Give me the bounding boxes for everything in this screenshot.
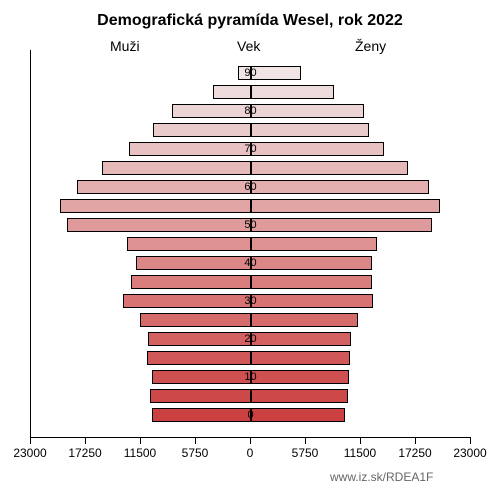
bar-male (67, 218, 251, 232)
x-tick-label: 5750 (280, 446, 330, 460)
bar-female (251, 237, 377, 251)
x-tick (360, 438, 361, 444)
bar-female (251, 123, 369, 137)
x-tick (470, 438, 471, 444)
bar-male (148, 332, 251, 346)
chart-container: Demografická pyramída Wesel, rok 2022 Mu… (0, 0, 500, 500)
bar-female (251, 370, 349, 384)
bar-male (147, 351, 251, 365)
bar-female (251, 408, 345, 422)
bar-female (251, 275, 372, 289)
bar-female (251, 199, 440, 213)
x-tick (195, 438, 196, 444)
plot-area: 0 10 20 30 40 50 60 70 80 90 (30, 50, 470, 438)
x-tick (250, 438, 251, 444)
x-tick (30, 438, 31, 444)
bar-male (123, 294, 251, 308)
bar-male (150, 389, 251, 403)
bar-female (251, 161, 408, 175)
bar-male (140, 313, 251, 327)
age-label: 90 (239, 67, 263, 79)
source-url: www.iz.sk/RDEA1F (330, 470, 433, 484)
bar-male (136, 256, 251, 270)
x-tick-label: 11500 (335, 446, 385, 460)
bar-male (77, 180, 251, 194)
bar-male (60, 199, 251, 213)
age-label: 40 (239, 257, 263, 269)
age-label: 50 (239, 219, 263, 231)
bar-female (251, 389, 348, 403)
bar-female (251, 85, 334, 99)
bar-male (213, 85, 251, 99)
bar-female (251, 313, 358, 327)
bar-female (251, 351, 350, 365)
age-label: 60 (239, 181, 263, 193)
x-tick (305, 438, 306, 444)
bar-male (131, 275, 251, 289)
x-tick-label: 5750 (170, 446, 220, 460)
bar-female (251, 142, 384, 156)
bar-female (251, 180, 429, 194)
age-label: 70 (239, 143, 263, 155)
bar-female (251, 256, 372, 270)
x-tick-label: 23000 (445, 446, 495, 460)
bar-male (152, 370, 251, 384)
x-tick (415, 438, 416, 444)
bar-male (102, 161, 251, 175)
age-label: 30 (239, 295, 263, 307)
age-label: 20 (239, 333, 263, 345)
bar-female (251, 218, 432, 232)
x-tick-label: 11500 (115, 446, 165, 460)
x-tick-label: 0 (225, 446, 275, 460)
bar-female (251, 104, 364, 118)
age-label: 80 (239, 105, 263, 117)
age-label: 0 (239, 409, 263, 421)
bar-male (153, 123, 251, 137)
x-tick (140, 438, 141, 444)
x-tick-label: 17250 (60, 446, 110, 460)
bar-female (251, 294, 373, 308)
x-tick (85, 438, 86, 444)
age-label: 10 (239, 371, 263, 383)
bar-male (129, 142, 251, 156)
bar-male (127, 237, 251, 251)
x-tick-label: 17250 (390, 446, 440, 460)
x-tick-label: 23000 (5, 446, 55, 460)
chart-title: Demografická pyramída Wesel, rok 2022 (0, 12, 500, 30)
bar-male (152, 408, 251, 422)
bar-female (251, 332, 351, 346)
x-axis-right (251, 437, 471, 438)
